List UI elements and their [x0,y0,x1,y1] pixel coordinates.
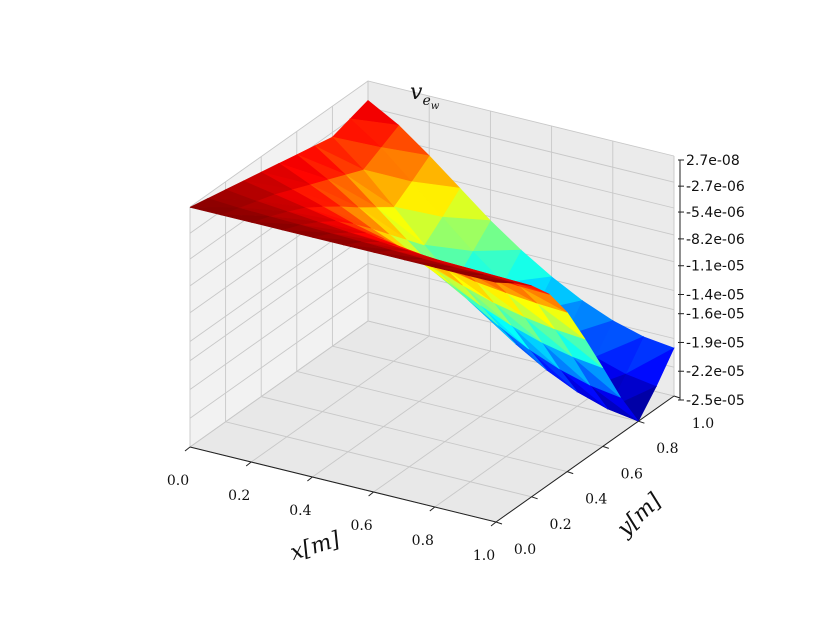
surface-mesh [189,99,675,422]
z-tick-label: -1.6e-05 [686,307,745,323]
y-tick-label: 0.0 [514,542,536,558]
z-tick-label: -5.4e-06 [686,205,745,221]
axis-lines [189,160,681,523]
surface-facet [465,274,514,284]
y-tick-label: 1.0 [692,416,714,432]
surface-facet [220,214,270,223]
y-tick [531,496,538,500]
x-tick-label: 0.4 [289,503,311,519]
x-tick [184,446,191,452]
chart-title: vew [410,80,440,112]
z-tick-label: -2.2e-05 [686,364,745,380]
z-grid-line [189,80,675,208]
y-axis-label: y[m] [612,489,667,543]
tick-marks [184,159,684,527]
x-tick [245,461,252,467]
x-tick [490,521,497,527]
x-axis-label: x[m] [287,527,343,566]
z-tick-label: -8.2e-06 [686,232,745,248]
z-tick-label: -1.1e-05 [686,259,745,275]
surface-facet [342,244,392,253]
y-tick [638,420,645,424]
z-tick-label: -1.9e-05 [686,335,745,351]
surface-facet [189,207,239,216]
axis-panes [190,81,674,522]
surface-facet [251,222,300,231]
tick-labels: 0.0 0.0 0.2 0.2 0.4 0.4 0.6 0.6 0.8 0.8 1.0 1.0 2.7e… [167,153,745,564]
surface-facet [312,237,361,246]
x-tick-label: 0.8 [412,533,434,549]
y-tick [567,471,574,475]
x-axis-line [189,446,497,523]
z-tick-label: -2.7e-06 [686,179,745,195]
surface-facet [434,267,484,276]
y-tick-label: 0.2 [549,517,571,533]
y-tick [495,521,503,525]
x-tick [368,491,374,497]
x-tick [429,506,436,512]
title-main: v [410,80,423,105]
surface-facet [404,259,453,268]
x-tick-label: 1.0 [473,548,495,564]
y-tick [673,395,681,399]
y-axis-line [495,395,675,523]
x-tick-label: 0.2 [228,488,250,504]
y-tick-label: 0.6 [621,466,643,482]
x-tick-label: 0.0 [167,473,189,489]
z-tick-label: 2.7e-08 [686,153,740,169]
y-tick-label: 0.4 [585,492,607,508]
z-tick-label: -1.4e-05 [686,288,745,304]
y-tick [602,445,609,449]
title-sub: e [422,93,430,109]
y-tick-label: 0.8 [656,441,678,457]
surface-facet [281,229,331,238]
x-tick-label: 0.6 [350,518,372,534]
title-subsub: w [431,101,440,112]
surface-facet [373,252,423,261]
x-tick [307,476,313,482]
z-tick-label: -2.5e-05 [686,393,745,409]
